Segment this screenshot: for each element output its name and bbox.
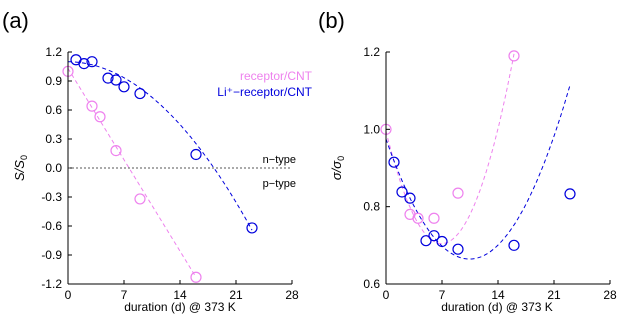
- panel-b-label: (b): [318, 8, 345, 33]
- panel-b-x-axis-label: duration (d) @ 373 K: [441, 300, 553, 314]
- legend-receptor-cnt: receptor/CNT: [240, 69, 313, 83]
- x-tick-label: 21: [547, 288, 561, 302]
- panel-a: (a) -1.2 -0.9 -0.6 -0.3 0.0 0.3 0.6 0.9 1.2 0 7 14…: [2, 8, 313, 314]
- x-tick-label: 0: [383, 288, 390, 302]
- data-point-series-0: [508, 50, 520, 62]
- data-point-series-0: [428, 212, 440, 224]
- panel-a-data-points: [62, 54, 258, 283]
- data-point-series-0: [134, 193, 146, 205]
- y-tick-label: 0.8: [363, 200, 380, 214]
- n-type-label: n−type: [263, 154, 296, 166]
- panel-a-x-ticks: 0 7 14 21 28: [65, 280, 299, 302]
- data-point-series-1: [246, 222, 258, 234]
- y-tick-label: 0.6: [45, 103, 62, 117]
- data-point-series-0: [110, 145, 122, 157]
- panel-a-y-ticks: -1.2 -0.9 -0.6 -0.3 0.0 0.3 0.6 0.9 1.2: [41, 45, 72, 291]
- data-point-series-1: [452, 243, 464, 255]
- panel-a-x-axis-label: duration (d) @ 373 K: [124, 300, 236, 314]
- panel-b-y-axis-label: σ/σ0: [329, 156, 346, 180]
- data-point-series-0: [190, 271, 202, 283]
- data-point-series-1: [110, 74, 122, 86]
- x-tick-label: 14: [491, 288, 505, 302]
- y-tick-label: 0.3: [45, 132, 62, 146]
- y-tick-label: -0.6: [41, 219, 62, 233]
- data-point-series-1: [420, 235, 432, 247]
- panel-b-fit-curves: [385, 53, 571, 260]
- data-point-series-1: [118, 81, 130, 93]
- legend-li-receptor-cnt: Li⁺−receptor/CNT: [217, 85, 312, 99]
- fit-curve-series-0: [67, 68, 197, 278]
- panel-b: (b) 0.6 0.8 1.0 1.2 0 7 14 21 28 duration (d) @…: [318, 8, 617, 314]
- y-tick-label: -0.3: [41, 190, 62, 204]
- y-tick-label: -0.9: [41, 248, 62, 262]
- panel-b-data-points: [380, 50, 576, 255]
- x-tick-label: 0: [65, 288, 72, 302]
- x-tick-label: 28: [285, 288, 299, 302]
- panel-b-y-ticks: 0.6 0.8 1.0 1.2: [363, 45, 390, 291]
- panel-a-label: (a): [2, 8, 29, 33]
- y-tick-label: 0.9: [45, 74, 62, 88]
- x-tick-label: 28: [603, 288, 617, 302]
- x-tick-label: 14: [173, 288, 187, 302]
- fit-curve-series-1: [385, 85, 571, 260]
- y-tick-label: -1.2: [41, 277, 62, 291]
- data-point-series-1: [428, 230, 440, 242]
- panel-a-fit-curves: [67, 61, 253, 278]
- data-point-series-1: [436, 235, 448, 248]
- data-point-series-1: [404, 192, 416, 204]
- data-point-series-1: [190, 148, 202, 161]
- x-tick-label: 7: [121, 288, 128, 302]
- data-point-series-1: [388, 156, 400, 168]
- y-tick-label: 0.6: [363, 277, 380, 291]
- data-point-series-0: [452, 187, 464, 199]
- data-point-series-1: [396, 186, 408, 198]
- y-tick-label: 1.2: [45, 45, 62, 59]
- data-point-series-0: [86, 100, 98, 112]
- data-point-series-1: [102, 72, 114, 84]
- data-point-series-1: [134, 87, 146, 100]
- fit-curve-series-1: [68, 61, 253, 231]
- data-point-series-1: [508, 239, 520, 251]
- x-tick-label: 7: [439, 288, 446, 302]
- y-tick-label: 1.0: [363, 122, 380, 136]
- data-point-series-1: [564, 188, 576, 200]
- panel-a-y-axis-label: S/S0: [12, 155, 29, 181]
- data-point-series-1: [78, 57, 90, 70]
- x-tick-label: 21: [229, 288, 243, 302]
- fit-curve-series-0: [385, 53, 515, 245]
- p-type-label: p−type: [263, 178, 296, 190]
- y-tick-label: 0.0: [45, 161, 62, 175]
- panel-b-x-ticks: 0 7 14 21 28: [383, 280, 617, 302]
- data-point-series-0: [412, 212, 424, 224]
- y-tick-label: 1.2: [363, 45, 380, 59]
- data-point-series-1: [86, 56, 98, 68]
- data-point-series-0: [94, 111, 106, 123]
